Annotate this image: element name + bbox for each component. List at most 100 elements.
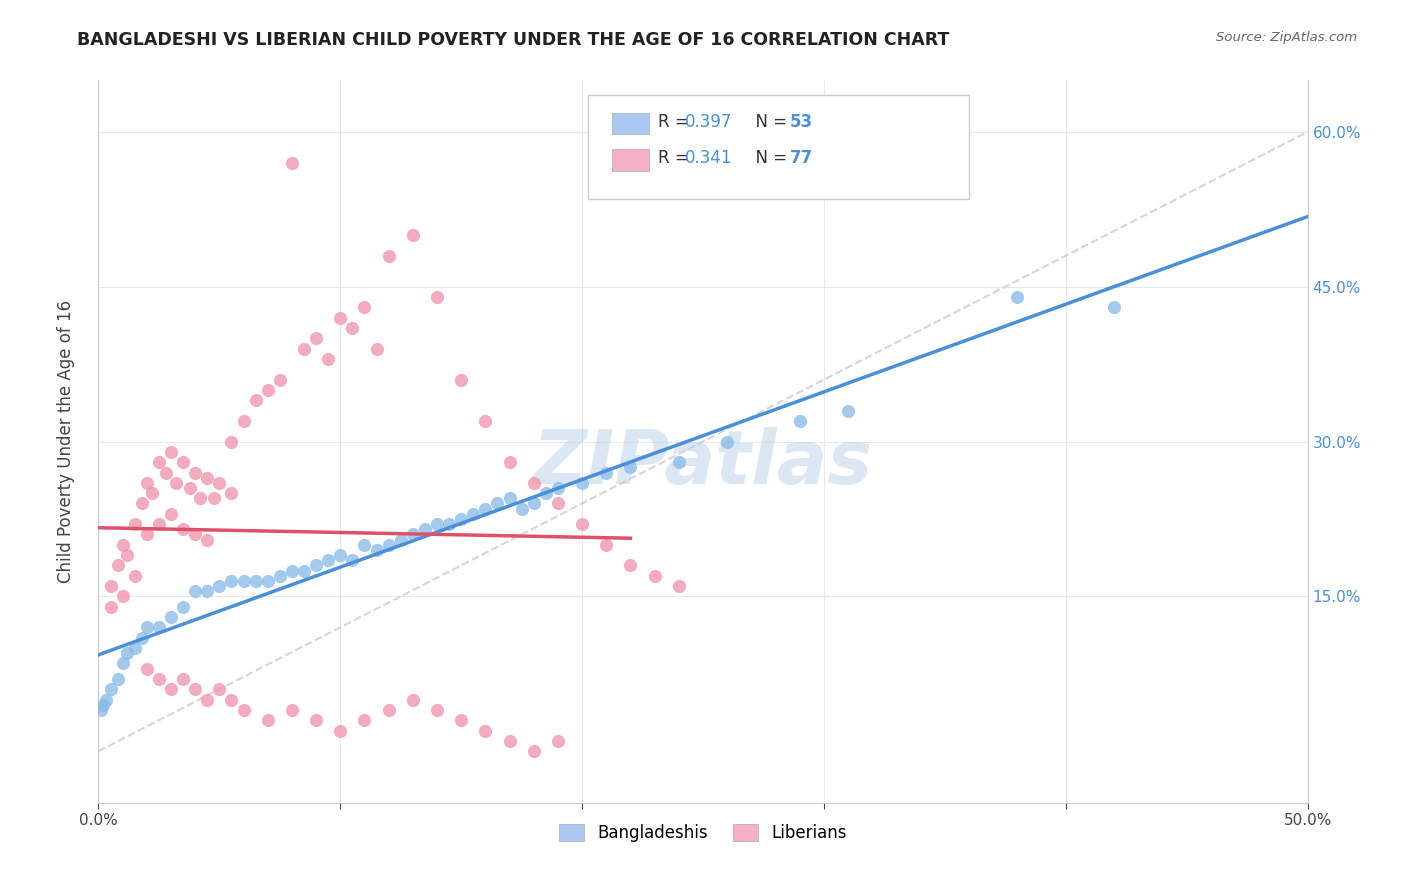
Point	[329, 723, 352, 738]
Point	[148, 517, 170, 532]
Point	[474, 501, 496, 516]
Point	[184, 466, 207, 480]
Point	[117, 548, 139, 562]
Point	[117, 646, 139, 660]
Point	[450, 713, 472, 727]
Point	[510, 501, 533, 516]
Point	[90, 703, 112, 717]
Point	[148, 620, 170, 634]
Point	[463, 507, 485, 521]
Point	[111, 657, 134, 671]
Point	[619, 460, 641, 475]
Point	[245, 393, 267, 408]
Point	[172, 522, 194, 536]
Point	[342, 553, 364, 567]
Point	[1007, 290, 1029, 304]
Point	[534, 486, 557, 500]
Point	[160, 610, 183, 624]
Point	[91, 698, 114, 712]
Point	[245, 574, 267, 588]
Text: Source: ZipAtlas.com: Source: ZipAtlas.com	[1216, 31, 1357, 45]
Point	[100, 599, 122, 614]
Point	[450, 373, 472, 387]
FancyBboxPatch shape	[613, 149, 648, 170]
Point	[668, 455, 690, 469]
Point	[188, 491, 211, 506]
Text: R =: R =	[658, 149, 695, 168]
Point	[498, 491, 520, 506]
Point	[281, 703, 304, 717]
Point	[111, 538, 134, 552]
Point	[1102, 301, 1125, 315]
Point	[256, 574, 278, 588]
Point	[100, 682, 122, 697]
Text: N =: N =	[745, 149, 793, 168]
Text: 0.397: 0.397	[685, 113, 733, 131]
Point	[329, 548, 352, 562]
Point	[426, 703, 449, 717]
Point	[353, 301, 375, 315]
Point	[281, 564, 304, 578]
Point	[644, 568, 666, 582]
Point	[135, 475, 157, 490]
Text: BANGLADESHI VS LIBERIAN CHILD POVERTY UNDER THE AGE OF 16 CORRELATION CHART: BANGLADESHI VS LIBERIAN CHILD POVERTY UN…	[77, 31, 949, 49]
Point	[329, 310, 352, 325]
Point	[160, 445, 183, 459]
Point	[716, 434, 738, 449]
Point	[547, 496, 569, 510]
Point	[366, 542, 388, 557]
Point	[131, 496, 153, 510]
Point	[124, 517, 146, 532]
Text: 77: 77	[790, 149, 813, 168]
Point	[172, 672, 194, 686]
Point	[111, 590, 134, 604]
Text: 53: 53	[790, 113, 813, 131]
Point	[402, 527, 425, 541]
Point	[124, 568, 146, 582]
Point	[316, 553, 339, 567]
Point	[160, 507, 183, 521]
Point	[184, 584, 207, 599]
Point	[232, 414, 254, 428]
Point	[208, 682, 231, 697]
Point	[155, 466, 177, 480]
Point	[221, 434, 243, 449]
Y-axis label: Child Poverty Under the Age of 16: Child Poverty Under the Age of 16	[56, 300, 75, 583]
Point	[305, 331, 328, 345]
Point	[269, 568, 291, 582]
Point	[571, 517, 593, 532]
Point	[305, 558, 328, 573]
Point	[426, 517, 449, 532]
Point	[131, 631, 153, 645]
Text: N =: N =	[745, 113, 793, 131]
Point	[547, 734, 569, 748]
Point	[148, 455, 170, 469]
Text: R =: R =	[658, 113, 695, 131]
Point	[595, 538, 617, 552]
Point	[450, 512, 472, 526]
Point	[135, 527, 157, 541]
Point	[135, 620, 157, 634]
Point	[316, 351, 339, 366]
FancyBboxPatch shape	[588, 95, 969, 200]
Point	[256, 383, 278, 397]
Point	[195, 584, 218, 599]
Point	[100, 579, 122, 593]
Point	[353, 538, 375, 552]
Point	[619, 558, 641, 573]
Point	[165, 475, 187, 490]
Text: ZIPatlas: ZIPatlas	[533, 426, 873, 500]
Point	[402, 228, 425, 243]
Point	[195, 692, 218, 706]
Point	[498, 734, 520, 748]
Point	[402, 692, 425, 706]
Point	[135, 662, 157, 676]
Point	[148, 672, 170, 686]
Point	[204, 491, 226, 506]
Point	[107, 558, 129, 573]
Point	[232, 703, 254, 717]
Point	[498, 455, 520, 469]
Point	[184, 682, 207, 697]
Point	[389, 533, 412, 547]
Point	[353, 713, 375, 727]
